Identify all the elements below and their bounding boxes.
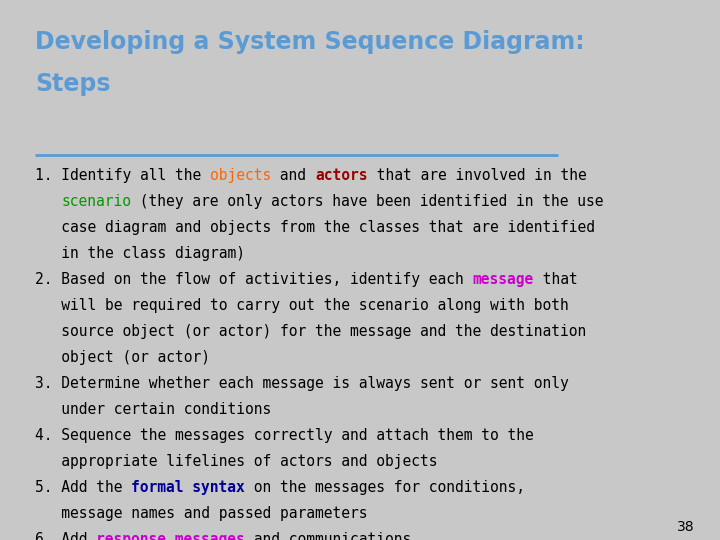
Text: 4. Sequence the messages correctly and attach them to the: 4. Sequence the messages correctly and a… bbox=[35, 428, 534, 443]
Text: 5. Add the: 5. Add the bbox=[35, 480, 131, 495]
Text: that: that bbox=[534, 272, 577, 287]
Text: in the class diagram): in the class diagram) bbox=[35, 246, 245, 261]
Text: response messages: response messages bbox=[96, 532, 245, 540]
Text: formal syntax: formal syntax bbox=[131, 480, 245, 495]
Text: on the messages for conditions,: on the messages for conditions, bbox=[245, 480, 525, 495]
Text: appropriate lifelines of actors and objects: appropriate lifelines of actors and obje… bbox=[35, 454, 438, 469]
Text: object (or actor): object (or actor) bbox=[35, 350, 210, 365]
Text: 3. Determine whether each message is always sent or sent only: 3. Determine whether each message is alw… bbox=[35, 376, 569, 391]
Text: source object (or actor) for the message and the destination: source object (or actor) for the message… bbox=[35, 324, 586, 339]
Text: and: and bbox=[271, 168, 315, 183]
Text: will be required to carry out the scenario along with both: will be required to carry out the scenar… bbox=[35, 298, 569, 313]
Text: case diagram and objects from the classes that are identified: case diagram and objects from the classe… bbox=[35, 220, 595, 235]
Text: scenario: scenario bbox=[61, 194, 131, 209]
Text: actors: actors bbox=[315, 168, 367, 183]
Text: (they are only actors have been identified in the use: (they are only actors have been identifi… bbox=[131, 194, 604, 209]
Text: Steps: Steps bbox=[35, 72, 110, 96]
Text: under certain conditions: under certain conditions bbox=[35, 402, 271, 417]
Text: Developing a System Sequence Diagram:: Developing a System Sequence Diagram: bbox=[35, 30, 585, 54]
Text: message names and passed parameters: message names and passed parameters bbox=[35, 506, 367, 521]
Text: 2. Based on the flow of activities, identify each: 2. Based on the flow of activities, iden… bbox=[35, 272, 472, 287]
Text: 38: 38 bbox=[678, 520, 695, 534]
Text: and communications: and communications bbox=[245, 532, 411, 540]
Text: that are involved in the: that are involved in the bbox=[367, 168, 586, 183]
Text: 6. Add: 6. Add bbox=[35, 532, 96, 540]
Text: message: message bbox=[472, 272, 534, 287]
Text: objects: objects bbox=[210, 168, 271, 183]
Text: 1. Identify all the: 1. Identify all the bbox=[35, 168, 210, 183]
